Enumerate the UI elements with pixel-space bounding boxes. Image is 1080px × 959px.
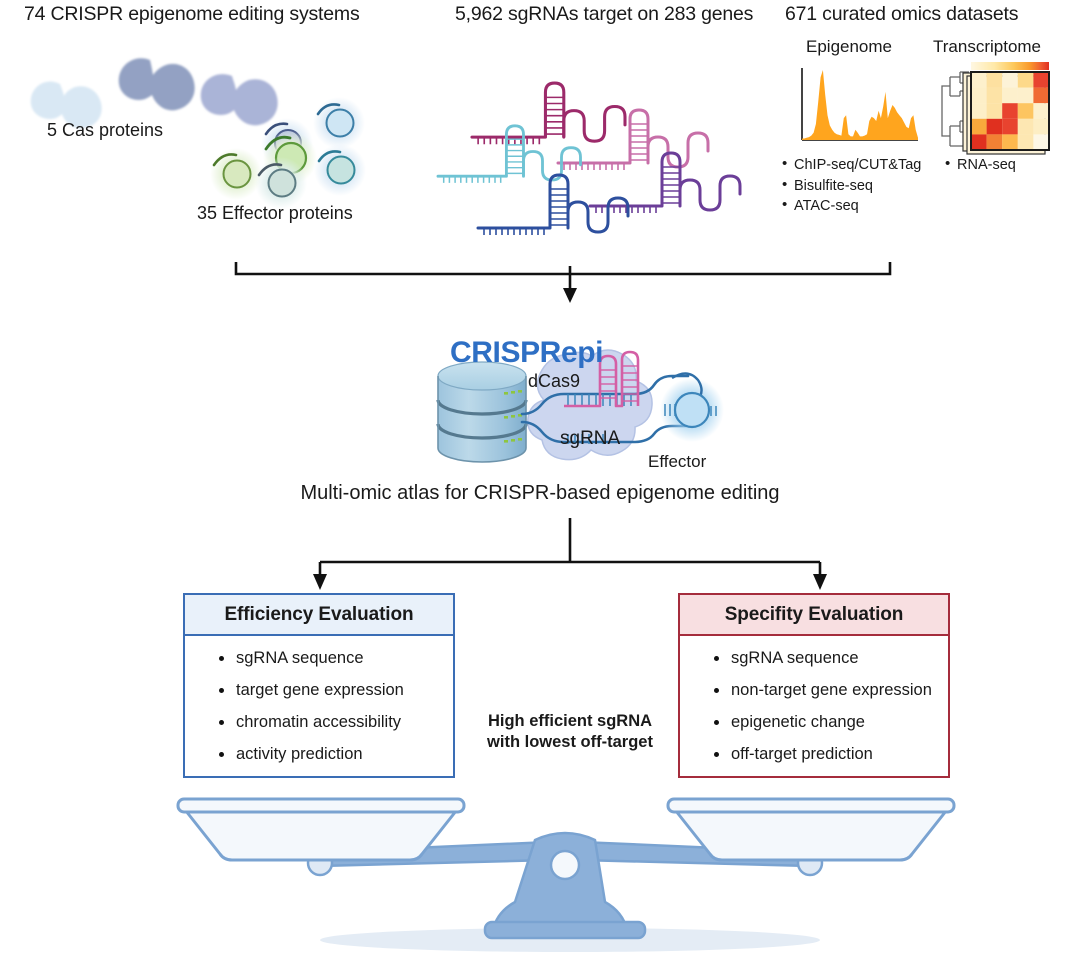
database-cylinder: [436, 361, 528, 463]
heatmap-cell: [1017, 103, 1034, 119]
heatmap-cell: [1017, 72, 1034, 88]
header-right-title: 671 curated omics datasets: [785, 3, 1019, 25]
heatmap-cell: [971, 134, 987, 150]
list-item: chromatin accessibility: [219, 713, 453, 732]
scale-foot: [483, 920, 647, 940]
effector-protein-4: [210, 148, 262, 200]
heatmap-cell: [1002, 118, 1018, 135]
assay-item: ATAC-seq: [782, 195, 921, 217]
cas-protein-blob-2: [118, 58, 195, 111]
center-note-line-2: with lowest off-target: [487, 733, 653, 751]
heatmap-colorbar: [971, 62, 1049, 70]
specificity-evaluation-box: Specifity Evaluation sgRNA sequence non-…: [678, 593, 950, 778]
list-item: off-target prediction: [714, 745, 948, 764]
center-note-line-1: High efficient sgRNA: [487, 712, 653, 730]
atlas-caption: Multi-omic atlas for CRISPR-based epigen…: [300, 482, 780, 504]
heatmap-cell: [986, 134, 1003, 150]
dcas9-label: dCas9: [528, 371, 581, 391]
heatmap-cell: [971, 87, 987, 104]
top-bracket: [234, 262, 892, 276]
heatmap-cell: [986, 103, 1003, 119]
cas-proteins-label: 5 Cas proteins: [47, 120, 164, 140]
specificity-item-list: sgRNA sequence non-target gene expressio…: [680, 636, 948, 776]
heatmap-cell: [971, 118, 987, 135]
epigenome-title: Epigenome: [806, 37, 893, 56]
transcriptome-heatmap: [941, 62, 1050, 155]
assay-item: Bisulfite-seq: [782, 175, 921, 197]
split-left-arrow-head: [313, 574, 327, 590]
peak-track: [802, 70, 918, 140]
heatmap-cell: [986, 72, 1003, 88]
heatmap-cell: [1033, 134, 1049, 150]
effector-protein-3: [314, 144, 366, 196]
list-item: epigenetic change: [714, 713, 948, 732]
transcriptome-title: Transcriptome: [933, 37, 1042, 56]
cas-effector-illustration: [30, 58, 366, 209]
scale-pan-right: [666, 797, 956, 862]
list-item: activity prediction: [219, 745, 453, 764]
scale-base: [491, 831, 629, 932]
heatmap-cell: [1002, 103, 1018, 119]
efficiency-title: Efficiency Evaluation: [185, 595, 453, 636]
efficiency-item-list: sgRNA sequence target gene expression ch…: [185, 636, 453, 776]
heatmap-cell: [1017, 118, 1034, 135]
efficiency-evaluation-box: Efficiency Evaluation sgRNA sequence tar…: [183, 593, 455, 778]
list-item: non-target gene expression: [714, 681, 948, 700]
specificity-title: Specifity Evaluation: [680, 595, 948, 636]
scale-shadow: [320, 928, 820, 952]
header-left-title: 74 CRISPR epigenome editing systems: [24, 3, 360, 25]
header-middle-title: 5,962 sgRNAs target on 283 genes: [455, 3, 754, 25]
effector-sphere: [660, 372, 724, 442]
sgrna-label: sgRNA: [560, 428, 621, 449]
heatmap-cells: [971, 72, 1049, 150]
balance-scale-illustration: [176, 797, 956, 952]
list-item: sgRNA sequence: [714, 649, 948, 668]
heatmap-cell: [1033, 72, 1049, 88]
epigenome-assay-list: ChIP-seq/CUT&Tag Bisulfite-seq ATAC-seq: [782, 154, 921, 217]
heatmap-cell: [971, 72, 987, 88]
heatmap-cell: [1033, 118, 1049, 135]
list-item: sgRNA sequence: [219, 649, 453, 668]
heatmap-cell: [1002, 87, 1018, 104]
effector-protein-6: [255, 157, 307, 209]
effector-proteins-label: 35 Effector proteins: [197, 203, 353, 223]
top-arrow-head: [563, 288, 577, 303]
heatmap-cell: [1033, 87, 1049, 104]
heatmap-cell: [1002, 72, 1018, 88]
cas-protein-blob-3: [200, 74, 278, 126]
epigenome-peak-chart: [801, 68, 918, 141]
crispr-brand-logo: CRISPRepi: [450, 336, 604, 369]
heatmap-cell: [986, 87, 1003, 104]
heatmap-cell: [1002, 134, 1018, 150]
effector-label: Effector: [648, 452, 707, 471]
assay-item: RNA-seq: [945, 154, 1016, 176]
crispr-complex-illustration: [436, 349, 724, 463]
center-note: High efficient sgRNA with lowest off-tar…: [466, 711, 674, 753]
heatmap-cell: [971, 103, 987, 119]
heatmap-cell: [1017, 134, 1034, 150]
heatmap-cell: [1017, 87, 1034, 104]
sgrna-hairpin-pink: [564, 350, 640, 408]
heatmap-cell: [986, 118, 1003, 135]
transcriptome-assay-list: RNA-seq: [945, 154, 1016, 176]
list-item: target gene expression: [219, 681, 453, 700]
split-right-arrow-head: [813, 574, 827, 590]
heatmap-cell: [1033, 103, 1049, 119]
cas-protein-blob-1: [30, 81, 102, 129]
scale-pivot: [549, 849, 581, 881]
scale-pan-left: [176, 797, 466, 862]
effector-protein-2: [313, 97, 365, 149]
assay-item: ChIP-seq/CUT&Tag: [782, 154, 921, 176]
